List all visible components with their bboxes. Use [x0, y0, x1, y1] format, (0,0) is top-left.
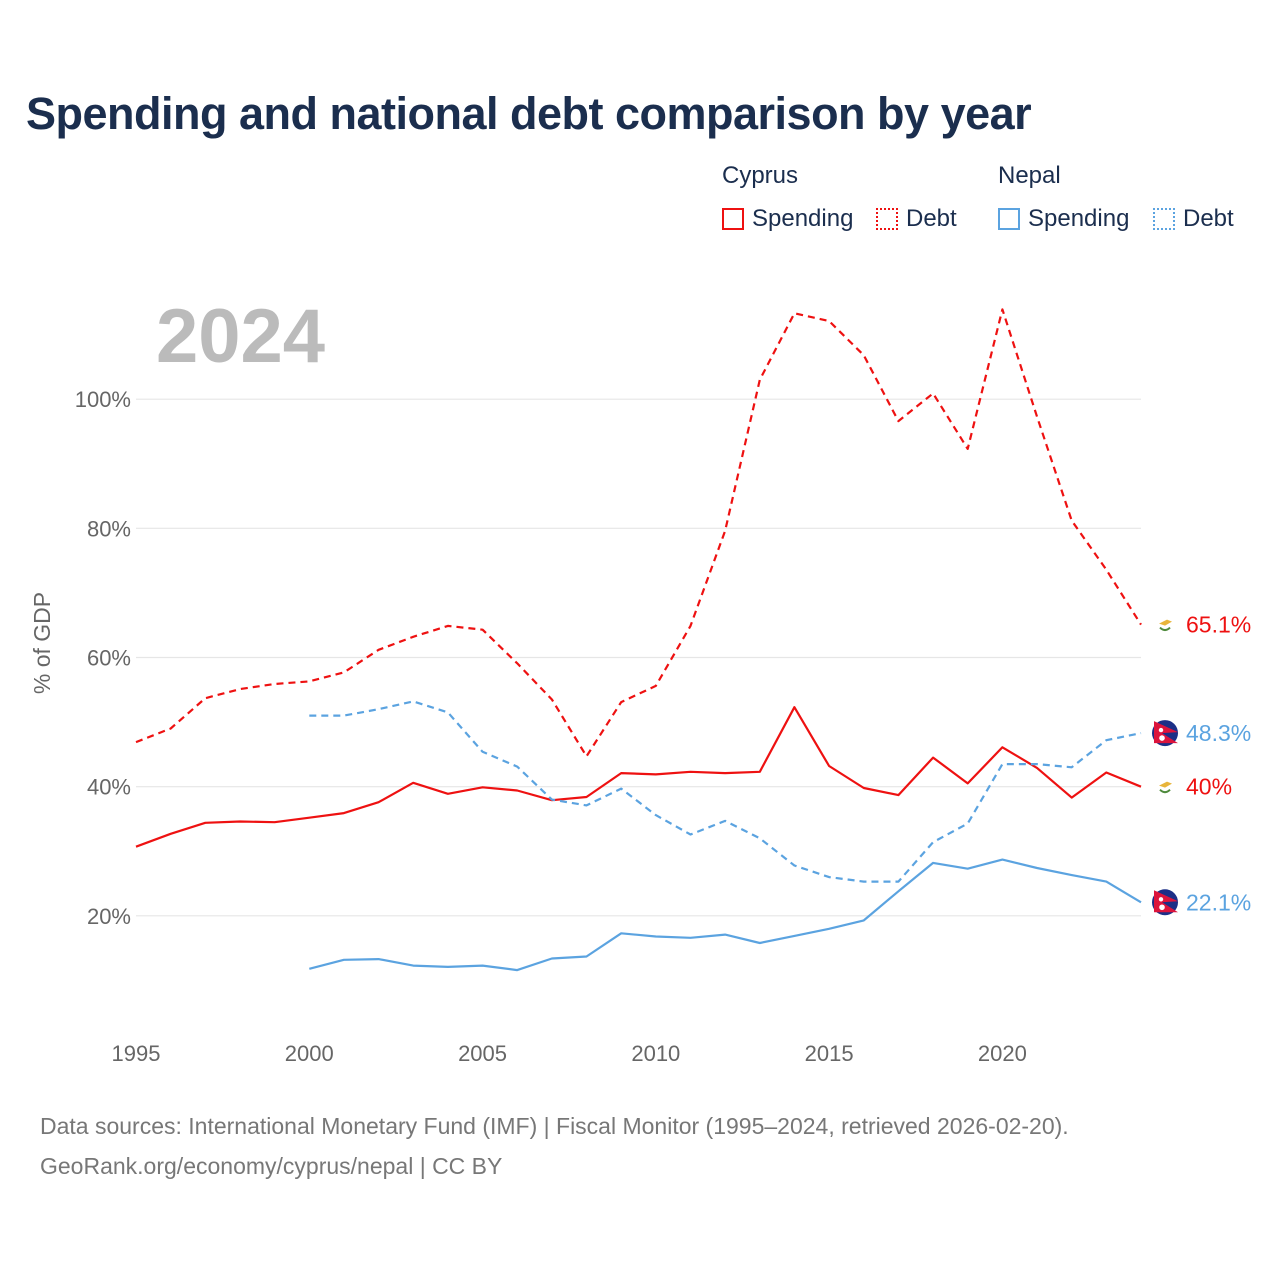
series-end-label: 40% [1186, 774, 1232, 800]
series-end-label: 65.1% [1186, 612, 1251, 638]
x-tick-label: 2015 [805, 1041, 854, 1066]
year-watermark: 2024 [156, 294, 325, 379]
flag-map-shape [1159, 781, 1172, 788]
legend-swatch-solid [998, 208, 1020, 230]
legend: Cyprus Spending Debt Nepal Spending Debt [722, 160, 1262, 240]
x-tick-label: 2020 [978, 1041, 1027, 1066]
series-line-cyprus-debt [135, 308, 1142, 758]
line-chart: 2024 % of GDP 20% 40% 60% 80% 100% 1995 2000 20… [29, 294, 1251, 1066]
y-tick-label: 60% [87, 646, 131, 671]
chart-title: Spending and national debt comparison by… [26, 88, 1032, 139]
legend-item-cyprus-spending[interactable]: Spending [722, 204, 853, 234]
flag-moon [1158, 897, 1164, 902]
flag-moon [1158, 727, 1164, 733]
flag-olive-branch [1159, 788, 1171, 794]
flag-map-shape [1159, 619, 1172, 626]
cyprus-flag-icon [1156, 615, 1174, 634]
series-line-nepal-debt [309, 700, 1142, 883]
legend-label: Debt [906, 205, 957, 232]
series-end-label: 48.3% [1186, 720, 1251, 746]
legend-swatch-dashed [876, 208, 898, 230]
legend-group-nepal: Nepal [998, 162, 1061, 189]
series-line-cyprus-spending [135, 706, 1142, 848]
cyprus-flag-icon [1156, 777, 1174, 796]
legend-label: Spending [752, 205, 854, 232]
legend-label: Spending [1028, 205, 1130, 232]
legend-item-nepal-debt[interactable]: Debt [1153, 204, 1234, 234]
x-tick-label: 2000 [285, 1041, 334, 1066]
nepal-flag-icon [1152, 889, 1178, 916]
legend-label: Debt [1183, 205, 1234, 232]
y-tick-label: 100% [75, 387, 131, 412]
y-axis-label: % of GDP [29, 592, 55, 694]
y-tick-label: 80% [87, 516, 131, 541]
x-tick-label: 2010 [631, 1041, 680, 1066]
flag-sun [1159, 735, 1165, 741]
nepal-flag-icon [1152, 720, 1178, 747]
flag-olive-branch [1159, 626, 1171, 632]
y-tick-label: 20% [87, 904, 131, 929]
source-line-2[interactable]: GeoRank.org/economy/cyprus/nepal | CC BY [40, 1153, 503, 1179]
y-tick-label: 40% [87, 775, 131, 800]
series-line-nepal-spending [309, 858, 1142, 972]
source-note: Data sources: International Monetary Fun… [40, 1106, 1069, 1186]
x-tick-label: 1995 [112, 1041, 161, 1066]
legend-swatch-solid [722, 208, 744, 230]
legend-group-cyprus: Cyprus [722, 162, 799, 189]
x-tick-label: 2005 [458, 1041, 507, 1066]
legend-item-cyprus-debt[interactable]: Debt [876, 204, 957, 234]
legend-swatch-dashed [1153, 208, 1175, 230]
flag-sun [1159, 904, 1165, 911]
series-end-label: 22.1% [1186, 889, 1251, 915]
source-line-1: Data sources: International Monetary Fun… [40, 1113, 1069, 1139]
legend-item-nepal-spending[interactable]: Spending [998, 204, 1129, 234]
